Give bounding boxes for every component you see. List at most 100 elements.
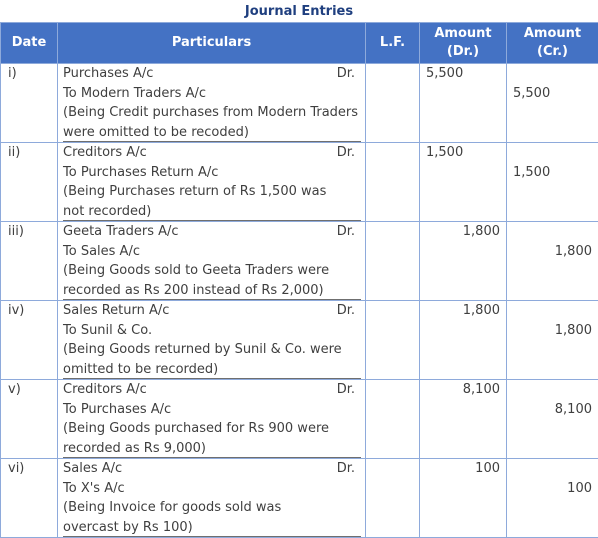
narration-line-2: recorded as Rs 200 instead of Rs 2,000) xyxy=(63,281,361,301)
debit-line: Purchases A/c Dr. xyxy=(63,64,361,84)
entry-date: vi) xyxy=(1,459,58,538)
narration-line-1: (Being Invoice for goods sold was xyxy=(63,498,361,518)
entry-date-label: iv) xyxy=(8,301,57,321)
debit-line: Creditors A/c Dr. xyxy=(63,143,361,163)
cr-amount: 1,500 xyxy=(513,163,550,183)
entry-amount-cr: 1,800 xyxy=(507,222,598,301)
dr-amount: 5,500 xyxy=(426,64,463,84)
header-amount-cr-line1: Amount xyxy=(507,25,598,43)
narration-line-1: (Being Goods returned by Sunil & Co. wer… xyxy=(63,340,361,360)
narration-line-2: not recorded) xyxy=(63,202,361,222)
debit-account: Sales Return A/c xyxy=(63,301,169,321)
header-date: Date xyxy=(1,23,58,64)
narration-line-1: (Being Goods purchased for Rs 900 were xyxy=(63,419,361,439)
entry-date: iii) xyxy=(1,222,58,301)
credit-account: To Modern Traders A/c xyxy=(63,84,361,104)
dr-amount: 100 xyxy=(475,459,500,479)
credit-account: To Purchases A/c xyxy=(63,400,361,420)
narration-line-2: overcast by Rs 100) xyxy=(63,518,361,538)
dr-amount: 1,500 xyxy=(426,143,463,163)
credit-account: To Sales A/c xyxy=(63,242,361,262)
header-amount-dr-line2: (Dr.) xyxy=(420,43,506,61)
entry-particulars: Geeta Traders A/c Dr. To Sales A/c (Bein… xyxy=(58,222,366,301)
entry-amount-dr: 1,800 xyxy=(420,222,507,301)
dr-label: Dr. xyxy=(337,301,355,321)
dr-label: Dr. xyxy=(337,64,355,84)
entry-amount-dr: 1,800 xyxy=(420,301,507,380)
credit-account: To X's A/c xyxy=(63,479,361,499)
entry-particulars: Creditors A/c Dr. To Purchases A/c (Bein… xyxy=(58,380,366,459)
narration-line-1: (Being Credit purchases from Modern Trad… xyxy=(63,103,361,123)
entry-amount-dr: 100 xyxy=(420,459,507,538)
cr-amount: 100 xyxy=(567,479,592,499)
debit-account: Geeta Traders A/c xyxy=(63,222,179,242)
dr-label: Dr. xyxy=(337,380,355,400)
debit-line: Creditors A/c Dr. xyxy=(63,380,361,400)
debit-account: Creditors A/c xyxy=(63,380,147,400)
header-particulars: Particulars xyxy=(58,23,366,64)
narration-line-2: were omitted to be recoded) xyxy=(63,123,361,143)
entry-amount-dr: 5,500 xyxy=(420,64,507,143)
table-row: iv) Sales Return A/c Dr. To Sunil & Co. … xyxy=(1,301,598,380)
entry-lf xyxy=(366,222,420,301)
entry-lf xyxy=(366,301,420,380)
header-amount-dr: Amount (Dr.) xyxy=(420,23,507,64)
entry-date: v) xyxy=(1,380,58,459)
entry-date: iv) xyxy=(1,301,58,380)
entry-particulars: Sales A/c Dr. To X's A/c (Being Invoice … xyxy=(58,459,366,538)
entry-date-label: iii) xyxy=(8,222,57,242)
credit-account: To Sunil & Co. xyxy=(63,321,361,341)
entry-date-label: v) xyxy=(8,380,57,400)
entry-lf xyxy=(366,459,420,538)
credit-account: To Purchases Return A/c xyxy=(63,163,361,183)
dr-amount: 1,800 xyxy=(463,222,500,242)
journal-table: Date Particulars L.F. Amount (Dr.) Amoun… xyxy=(0,22,598,538)
entry-amount-cr: 1,500 xyxy=(507,143,598,222)
entry-amount-cr: 1,800 xyxy=(507,301,598,380)
entry-date-label: ii) xyxy=(8,143,57,163)
entry-date: i) xyxy=(1,64,58,143)
debit-line: Sales Return A/c Dr. xyxy=(63,301,361,321)
entry-particulars: Sales Return A/c Dr. To Sunil & Co. (Bei… xyxy=(58,301,366,380)
table-row: v) Creditors A/c Dr. To Purchases A/c (B… xyxy=(1,380,598,459)
narration-line-1: (Being Purchases return of Rs 1,500 was xyxy=(63,182,361,202)
entry-lf xyxy=(366,143,420,222)
dr-amount: 8,100 xyxy=(463,380,500,400)
cr-amount: 1,800 xyxy=(555,321,592,341)
entry-amount-dr: 1,500 xyxy=(420,143,507,222)
narration-line-1: (Being Goods sold to Geeta Traders were xyxy=(63,261,361,281)
table-row: vi) Sales A/c Dr. To X's A/c (Being Invo… xyxy=(1,459,598,538)
header-lf: L.F. xyxy=(366,23,420,64)
header-amount-dr-line1: Amount xyxy=(420,25,506,43)
entry-lf xyxy=(366,64,420,143)
dr-label: Dr. xyxy=(337,459,355,479)
entry-amount-cr: 8,100 xyxy=(507,380,598,459)
cr-amount: 5,500 xyxy=(513,84,550,104)
header-amount-cr: Amount (Cr.) xyxy=(507,23,598,64)
entry-date-label: vi) xyxy=(8,459,57,479)
header-amount-cr-line2: (Cr.) xyxy=(507,43,598,61)
table-row: iii) Geeta Traders A/c Dr. To Sales A/c … xyxy=(1,222,598,301)
entry-particulars: Purchases A/c Dr. To Modern Traders A/c … xyxy=(58,64,366,143)
table-row: ii) Creditors A/c Dr. To Purchases Retur… xyxy=(1,143,598,222)
narration-line-2: omitted to be recorded) xyxy=(63,360,361,380)
debit-account: Sales A/c xyxy=(63,459,122,479)
dr-label: Dr. xyxy=(337,143,355,163)
entry-date: ii) xyxy=(1,143,58,222)
debit-account: Creditors A/c xyxy=(63,143,147,163)
entry-amount-cr: 100 xyxy=(507,459,598,538)
entry-date-label: i) xyxy=(8,64,57,84)
entry-lf xyxy=(366,380,420,459)
debit-line: Sales A/c Dr. xyxy=(63,459,361,479)
dr-label: Dr. xyxy=(337,222,355,242)
cr-amount: 8,100 xyxy=(555,400,592,420)
entry-amount-cr: 5,500 xyxy=(507,64,598,143)
debit-line: Geeta Traders A/c Dr. xyxy=(63,222,361,242)
table-row: i) Purchases A/c Dr. To Modern Traders A… xyxy=(1,64,598,143)
narration-line-2: recorded as Rs 9,000) xyxy=(63,439,361,459)
page-title: Journal Entries xyxy=(0,3,598,21)
header-row: Date Particulars L.F. Amount (Dr.) Amoun… xyxy=(1,23,598,64)
cr-amount: 1,800 xyxy=(555,242,592,262)
debit-account: Purchases A/c xyxy=(63,64,153,84)
journal-body: i) Purchases A/c Dr. To Modern Traders A… xyxy=(1,64,598,538)
